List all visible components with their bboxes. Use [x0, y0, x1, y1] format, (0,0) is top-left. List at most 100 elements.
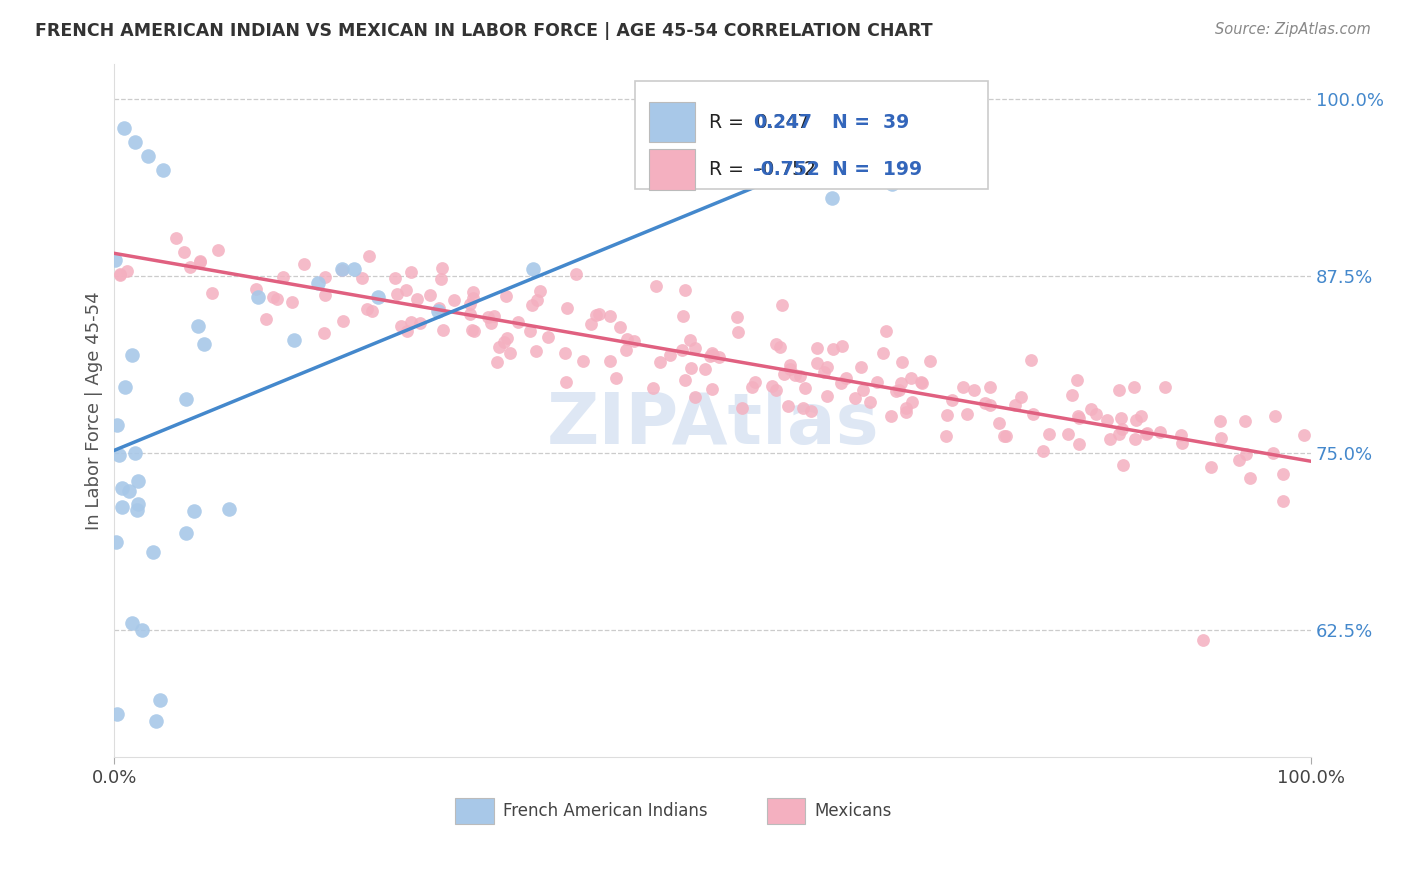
- Point: [835, 371, 858, 385]
- Point: [1209, 431, 1232, 445]
- Point: [1229, 452, 1251, 467]
- Point: [900, 371, 922, 385]
- Point: [1234, 447, 1257, 461]
- Point: [800, 404, 823, 418]
- Point: [605, 371, 627, 385]
- Point: [395, 324, 418, 338]
- Point: [187, 318, 209, 333]
- Point: [935, 429, 957, 443]
- Point: [179, 260, 201, 275]
- Point: [699, 349, 721, 363]
- Point: [127, 474, 149, 488]
- Point: [394, 283, 416, 297]
- Point: [107, 448, 129, 462]
- Point: [1108, 427, 1130, 442]
- Point: [463, 324, 485, 338]
- Point: [1085, 407, 1108, 421]
- Point: [884, 384, 907, 398]
- Point: [401, 315, 423, 329]
- Point: [519, 324, 541, 338]
- Point: [806, 355, 828, 369]
- Point: [1170, 428, 1192, 442]
- Point: [125, 503, 148, 517]
- Point: [443, 293, 465, 307]
- Point: [1067, 437, 1090, 451]
- Point: [430, 261, 453, 276]
- Text: N =  199: N = 199: [832, 160, 922, 179]
- Point: [955, 407, 977, 421]
- Point: [174, 392, 197, 406]
- Point: [918, 354, 941, 368]
- Point: [779, 361, 801, 376]
- Point: [520, 298, 543, 312]
- Point: [1080, 402, 1102, 417]
- Point: [564, 268, 586, 282]
- Point: [1209, 414, 1232, 428]
- Point: [367, 290, 389, 304]
- Point: [427, 301, 450, 315]
- Point: [616, 332, 638, 346]
- Text: ZIPAtlas: ZIPAtlas: [547, 390, 879, 458]
- Point: [280, 295, 302, 310]
- Point: [104, 253, 127, 268]
- Point: [671, 343, 693, 357]
- Point: [623, 334, 645, 348]
- Point: [118, 483, 141, 498]
- Point: [1233, 414, 1256, 428]
- Point: [1067, 409, 1090, 423]
- Point: [875, 325, 897, 339]
- Point: [426, 304, 449, 318]
- Point: [1199, 460, 1222, 475]
- Point: [616, 343, 638, 358]
- Point: [430, 271, 453, 285]
- Point: [488, 340, 510, 354]
- Point: [974, 395, 997, 409]
- Point: [1095, 413, 1118, 427]
- Point: [526, 343, 548, 358]
- Point: [108, 268, 131, 282]
- Point: [779, 358, 801, 372]
- Point: [599, 310, 621, 324]
- Point: [399, 264, 422, 278]
- Point: [529, 284, 551, 298]
- Point: [330, 262, 353, 277]
- Point: [792, 401, 814, 416]
- Point: [1022, 408, 1045, 422]
- Point: [1264, 409, 1286, 424]
- Point: [851, 359, 873, 374]
- Point: [911, 376, 934, 391]
- Point: [882, 178, 904, 192]
- Point: [859, 394, 882, 409]
- Point: [262, 290, 284, 304]
- Point: [896, 405, 918, 419]
- Point: [910, 375, 932, 389]
- Point: [815, 359, 838, 374]
- Point: [254, 312, 277, 326]
- Text: R =  0.247: R = 0.247: [709, 112, 810, 132]
- Point: [891, 355, 914, 369]
- FancyBboxPatch shape: [650, 149, 695, 189]
- Point: [479, 316, 502, 330]
- Point: [1111, 422, 1133, 436]
- Point: [673, 373, 696, 387]
- Point: [207, 244, 229, 258]
- Point: [727, 325, 749, 339]
- Text: N =  39: N = 39: [832, 112, 910, 132]
- Point: [271, 270, 294, 285]
- Point: [579, 318, 602, 332]
- Point: [496, 331, 519, 345]
- Point: [218, 502, 240, 516]
- Point: [765, 336, 787, 351]
- Text: FRENCH AMERICAN INDIAN VS MEXICAN IN LABOR FORCE | AGE 45-54 CORRELATION CHART: FRENCH AMERICAN INDIAN VS MEXICAN IN LAB…: [35, 22, 932, 40]
- FancyBboxPatch shape: [456, 797, 494, 824]
- Point: [332, 314, 354, 328]
- Point: [702, 346, 724, 360]
- Point: [247, 290, 270, 304]
- Point: [1066, 373, 1088, 387]
- Point: [658, 348, 681, 362]
- Point: [776, 399, 799, 413]
- Point: [1067, 411, 1090, 425]
- Point: [851, 384, 873, 398]
- Point: [880, 409, 903, 423]
- Point: [995, 429, 1018, 443]
